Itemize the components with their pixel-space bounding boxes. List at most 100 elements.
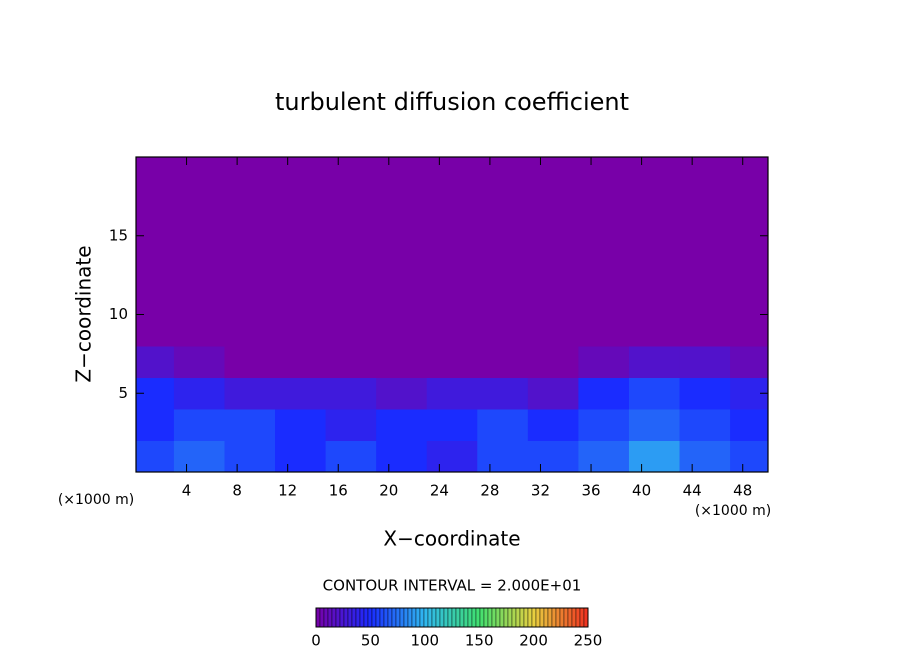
y-tick-label: 15 <box>109 226 128 244</box>
field-cell <box>325 251 377 284</box>
field-cell <box>376 283 428 315</box>
field-cell <box>527 220 579 252</box>
field-cell <box>136 314 175 347</box>
colorbar-stripe <box>375 607 381 628</box>
field-cell <box>426 157 478 189</box>
colorbar-stripe <box>459 607 465 628</box>
colorbar-stripe <box>507 607 513 628</box>
field-cell <box>426 251 478 284</box>
field-cell <box>730 440 768 472</box>
field-cell <box>224 346 276 378</box>
field-cell <box>477 314 529 347</box>
field-cell <box>224 409 276 441</box>
colorbar-stripe <box>371 607 377 628</box>
field-cell <box>578 251 630 284</box>
field-cell <box>275 283 327 315</box>
field-cell <box>325 283 377 315</box>
colorbar-stripe <box>527 607 533 628</box>
colorbar-stripe <box>407 607 413 628</box>
colorbar-stripe <box>403 607 409 628</box>
field-cell <box>275 157 327 189</box>
field-cell <box>628 157 681 189</box>
field-cell <box>679 220 731 252</box>
colorbar-stripe <box>383 607 389 628</box>
colorbar-stripe <box>519 607 525 628</box>
field-cell <box>325 314 377 347</box>
field-cell <box>477 409 529 441</box>
field-cell <box>275 314 327 347</box>
field-cell <box>224 157 276 189</box>
field-cell <box>275 440 327 472</box>
colorbar-stripe <box>359 607 365 628</box>
field-cell <box>730 314 768 347</box>
field-cell <box>477 377 529 410</box>
colorbar-stripe <box>471 607 477 628</box>
field-cell <box>224 188 276 221</box>
field-cell <box>679 409 731 441</box>
colorbar-stripe <box>347 607 353 628</box>
colorbar-tick-label: 200 <box>519 632 548 650</box>
field-cell <box>730 283 768 315</box>
colorbar-stripe <box>531 607 537 628</box>
x-tick-label: 8 <box>232 482 242 500</box>
colorbar-tick-label: 100 <box>410 632 439 650</box>
field-cell <box>679 440 731 472</box>
field-cell <box>136 220 175 252</box>
colorbar-stripe <box>579 607 585 628</box>
field-cell <box>679 251 731 284</box>
field-cell <box>376 346 428 378</box>
x-tick-label: 24 <box>430 482 449 500</box>
field-cell <box>173 188 225 221</box>
colorbar-stripe <box>503 607 509 628</box>
field-cell <box>578 377 630 410</box>
field-cell <box>628 188 681 221</box>
x-tick-label: 28 <box>480 482 499 500</box>
field-cell <box>376 440 428 472</box>
field-cell <box>730 220 768 252</box>
colorbar-stripe <box>415 607 421 628</box>
field-cell <box>325 188 377 221</box>
field-cell <box>376 409 428 441</box>
field-cell <box>578 440 630 472</box>
field-cell <box>136 283 175 315</box>
colorbar-stripe <box>335 607 341 628</box>
colorbar-stripe <box>499 607 505 628</box>
colorbar-stripe <box>455 607 461 628</box>
field-cell <box>527 409 579 441</box>
field-cell <box>578 314 630 347</box>
field-cell <box>173 377 225 410</box>
field-cell <box>628 409 681 441</box>
x-tick-label: 32 <box>531 482 550 500</box>
field-cell <box>136 409 175 441</box>
colorbar-stripe <box>343 607 349 628</box>
x-tick-label: 44 <box>683 482 702 500</box>
colorbar-stripe <box>551 607 557 628</box>
field-cell <box>376 188 428 221</box>
field-cell <box>173 157 225 189</box>
colorbar-tick-label: 150 <box>465 632 494 650</box>
field-cell <box>325 220 377 252</box>
x-tick-label: 36 <box>581 482 600 500</box>
x-tick-label: 40 <box>632 482 651 500</box>
colorbar-stripe <box>319 607 325 628</box>
contour-note: CONTOUR INTERVAL = 2.000E+01 <box>323 577 582 595</box>
field-cell <box>224 220 276 252</box>
field-cell <box>136 440 175 472</box>
field-cell <box>426 314 478 347</box>
colorbar-stripe <box>567 607 573 628</box>
field-cell <box>426 346 478 378</box>
colorbar-tick-label: 250 <box>574 632 603 650</box>
colorbar-stripe <box>443 607 449 628</box>
colorbar-stripe <box>379 607 385 628</box>
colorbar-stripe <box>475 607 481 628</box>
field-cell <box>477 188 529 221</box>
field-cell <box>527 251 579 284</box>
field-cell <box>477 283 529 315</box>
colorbar-stripe <box>331 607 337 628</box>
field-cell <box>224 440 276 472</box>
field-cell <box>578 283 630 315</box>
field-cell <box>325 157 377 189</box>
field-cell <box>224 377 276 410</box>
colorbar-stripe <box>419 607 425 628</box>
